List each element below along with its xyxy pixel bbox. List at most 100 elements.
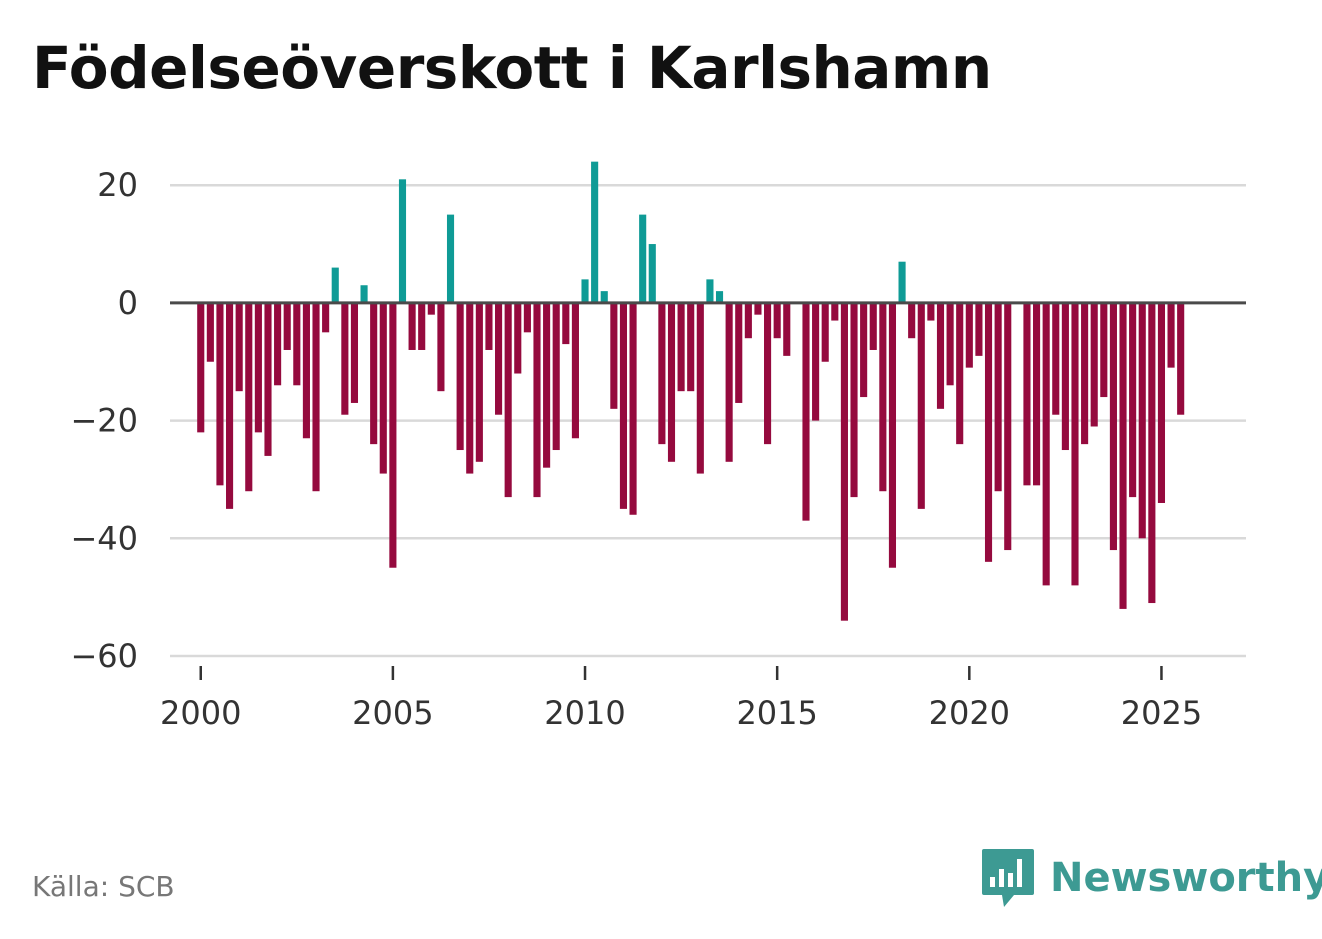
bar xyxy=(571,302,579,439)
bar xyxy=(370,302,378,445)
bar xyxy=(667,302,676,462)
bar xyxy=(293,302,301,386)
bar xyxy=(946,302,954,386)
bar xyxy=(648,244,656,303)
bar xyxy=(427,302,435,315)
bar xyxy=(850,302,858,498)
bar xyxy=(437,302,445,392)
bar xyxy=(312,302,320,492)
x-tick-label: 2010 xyxy=(544,694,625,732)
x-tick-label: 2015 xyxy=(736,694,817,732)
bar xyxy=(322,302,330,333)
bar xyxy=(331,267,339,303)
bar xyxy=(735,302,743,403)
bar xyxy=(1119,302,1127,609)
bar xyxy=(1061,302,1069,451)
bar xyxy=(917,302,925,509)
bar xyxy=(350,302,359,403)
bar xyxy=(677,302,685,392)
bar xyxy=(600,291,608,303)
bar xyxy=(283,302,291,350)
bar xyxy=(888,302,897,568)
bar xyxy=(1023,302,1031,486)
bar xyxy=(744,302,752,339)
bar xyxy=(197,302,205,433)
bars xyxy=(197,161,1185,621)
bar xyxy=(773,302,781,339)
bar xyxy=(639,214,647,303)
bar xyxy=(658,302,666,445)
bar xyxy=(581,279,589,303)
bar xyxy=(975,302,983,356)
bar xyxy=(1100,302,1108,398)
bar xyxy=(1071,302,1079,586)
bar xyxy=(1177,302,1185,415)
bar xyxy=(1004,302,1012,551)
bar xyxy=(908,302,916,339)
x-tick-label: 2025 xyxy=(1121,694,1202,732)
bar xyxy=(898,261,906,303)
bar xyxy=(821,302,829,362)
x-tick-label: 2005 xyxy=(352,694,433,732)
bar xyxy=(619,302,628,509)
bar xyxy=(879,302,887,492)
bar xyxy=(562,302,570,345)
bar xyxy=(754,302,762,315)
source-note: Källa: SCB xyxy=(32,870,175,903)
bar xyxy=(629,302,637,515)
bar xyxy=(543,302,551,468)
bar xyxy=(533,302,541,498)
bar xyxy=(715,291,724,303)
bar xyxy=(446,214,455,303)
y-tick-label: −40 xyxy=(70,519,138,557)
bar xyxy=(226,302,234,509)
bar xyxy=(1033,302,1041,486)
y-tick-label: 0 xyxy=(118,284,138,322)
bar xyxy=(379,302,387,474)
bar xyxy=(514,302,522,374)
bar xyxy=(360,285,368,303)
bar xyxy=(831,302,839,321)
bar xyxy=(869,302,877,350)
bar xyxy=(1157,302,1166,503)
x-tick-label: 2000 xyxy=(160,694,241,732)
bar xyxy=(456,302,464,451)
bar xyxy=(1090,302,1098,427)
bar xyxy=(418,302,426,350)
bar xyxy=(466,302,474,474)
bar xyxy=(994,302,1002,492)
bar xyxy=(264,302,272,456)
axes: 20 0 −20 −40 −60 2000 2005 2010 2015 2020 2025 xyxy=(70,166,1246,732)
gridlines xyxy=(170,183,1246,658)
bar xyxy=(1167,302,1175,368)
bar xyxy=(398,179,407,303)
bar xyxy=(206,302,214,362)
bar xyxy=(1052,302,1060,415)
bar xyxy=(956,302,964,445)
bar xyxy=(245,302,253,492)
bar xyxy=(1081,302,1089,445)
bar xyxy=(610,302,618,409)
bar-chart: 20 0 −20 −40 −60 2000 2005 2010 2015 2020 2025 xyxy=(70,161,1246,732)
bar xyxy=(274,302,282,386)
bar xyxy=(802,302,810,521)
bar xyxy=(408,302,416,350)
x-tick-label: 2020 xyxy=(929,694,1010,732)
bar xyxy=(523,302,531,333)
bar xyxy=(504,302,512,498)
bar xyxy=(936,302,945,409)
bar xyxy=(591,161,599,303)
bar xyxy=(1109,302,1117,551)
bar xyxy=(965,302,973,368)
bar xyxy=(254,302,262,433)
bar xyxy=(984,302,993,562)
bar xyxy=(812,302,820,421)
chart-title: Födelseöverskott i Karlshamn xyxy=(32,34,992,102)
bar xyxy=(485,302,493,350)
bar-chart-speech-bubble-icon xyxy=(982,849,1034,907)
y-tick-label: −20 xyxy=(70,402,138,440)
bar xyxy=(495,302,503,415)
bar xyxy=(341,302,349,415)
bar xyxy=(1138,302,1146,539)
bar xyxy=(725,302,733,462)
